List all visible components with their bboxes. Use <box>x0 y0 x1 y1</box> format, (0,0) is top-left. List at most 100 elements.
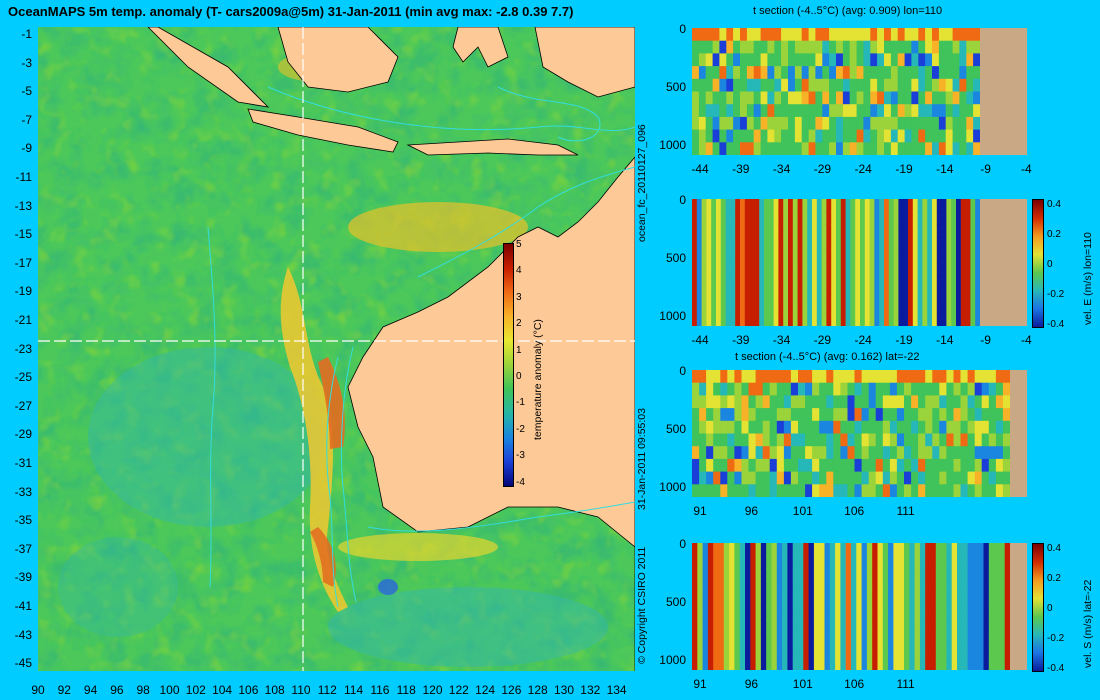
lat-tick-label: -41 <box>14 599 32 613</box>
panel-2-colorbar-tick: 0.4 <box>1047 199 1061 210</box>
map-colorbar <box>503 243 514 487</box>
lon-tick-label: 108 <box>264 683 285 697</box>
temperature-anomaly-map <box>38 27 635 671</box>
panel-3-title: t section (-4..5°C) (avg: 0.162) lat=-22 <box>735 351 920 363</box>
lon-tick-label: 92 <box>57 683 71 697</box>
map-colorbar-label: temperature anomaly (°C) <box>532 319 544 440</box>
lon-tick-label: 106 <box>238 683 259 697</box>
lon-tick-label: 122 <box>448 683 469 697</box>
panel-3-depth-tick: 1000 <box>659 480 686 494</box>
lat-tick-label: -3 <box>21 55 32 70</box>
lat-tick-label: -43 <box>14 627 32 642</box>
australia-landmass <box>347 156 635 671</box>
map-colorbar-tick: 0 <box>516 371 522 382</box>
panel-2-colorbar-tick: 0.2 <box>1047 229 1061 240</box>
panel-3-depth-tick: 500 <box>665 422 686 436</box>
panel-4-colorbar-tick: 0 <box>1047 603 1053 614</box>
map-title: OceanMAPS 5m temp. anomaly (T- cars2009a… <box>8 4 574 19</box>
map-colorbar-tick: 3 <box>516 291 522 303</box>
lat-tick-label: -1 <box>21 27 32 41</box>
lon-tick-label: 116 <box>370 683 390 697</box>
lon-tick-label: 98 <box>136 683 150 697</box>
lon-tick-label: 120 <box>422 683 443 697</box>
panel-2-colorbar-tick: 0 <box>1047 259 1053 270</box>
panel-2-depth-tick: 1000 <box>659 309 686 323</box>
panel-4-x-tick: 96 <box>744 677 759 691</box>
lat-tick-label: -25 <box>14 370 32 385</box>
lat-tick-label: -27 <box>14 398 32 413</box>
map-colorbar-tick: 2 <box>516 318 522 330</box>
panel-4-x-tick: 111 <box>896 677 915 691</box>
panel-3-x-tick: 101 <box>792 504 813 518</box>
velocity-east-colorbar-label: vel. E (m/s) lon=110 <box>1082 232 1094 325</box>
lat-tick-label: -37 <box>14 541 32 556</box>
panel-1-title: t section (-4..5°C) (avg: 0.909) lon=110 <box>753 5 943 17</box>
lon-tick-label: 96 <box>110 683 124 697</box>
velocity-east-colorbar <box>1032 199 1044 328</box>
panel-4-x-tick: 106 <box>844 677 865 691</box>
lon-tick-label: 124 <box>475 683 496 697</box>
lat-tick-label: -15 <box>14 227 32 242</box>
panel-1-x-tick: -34 <box>772 162 791 176</box>
panel-3-depth-tick: 0 <box>679 364 686 378</box>
lat-tick-label: -31 <box>14 456 32 470</box>
panel-4-colorbar-tick: -0.2 <box>1047 633 1065 644</box>
panel-1-x-tick: -29 <box>813 162 832 176</box>
map-colorbar-tick: -1 <box>516 397 525 409</box>
panel-3-x-tick: 106 <box>844 504 865 518</box>
panel-1-x-tick: -39 <box>732 162 750 176</box>
lat-tick-label: -23 <box>14 341 32 356</box>
panel-4-depth-tick: 0 <box>679 537 686 551</box>
lon-tick-label: 104 <box>212 683 233 697</box>
panel-2-depth-tick: 500 <box>665 251 686 265</box>
lon-tick-label: 90 <box>31 683 45 697</box>
forecast-id-label: ocean_fc_20110127_096 <box>636 124 648 242</box>
panel-2-x-tick: -9 <box>980 333 991 347</box>
lat-tick-label: -35 <box>14 513 32 528</box>
panel-2-colorbar-tick: -0.4 <box>1047 319 1065 330</box>
map-colorbar-tick: 5 <box>516 239 522 250</box>
panel-1-depth-tick: 1000 <box>659 138 686 152</box>
lat-tick-label: -9 <box>21 141 32 156</box>
panel-2-x-tick: -14 <box>936 333 954 347</box>
panel-3-x-tick: 91 <box>693 504 707 518</box>
lat-tick-label: -13 <box>14 198 32 213</box>
panel-3-x-tick: 96 <box>744 504 759 518</box>
map-colorbar-tick: 1 <box>516 344 522 356</box>
panel-3-x-tick: 111 <box>896 504 915 518</box>
panel-2-x-tick: -29 <box>813 333 832 347</box>
panel-4-colorbar-tick: 0.4 <box>1047 543 1061 554</box>
lat-tick-label: -29 <box>14 427 32 442</box>
panel-1-x-tick: -4 <box>1021 162 1032 176</box>
lat-tick-label: -21 <box>14 313 32 327</box>
panel-4-x-tick: 101 <box>792 677 813 691</box>
panel-1-depth-tick: 0 <box>679 22 686 36</box>
panel-1-depth-tick: 500 <box>665 80 686 94</box>
velocity-south-section-lat-22 <box>692 543 1027 670</box>
panel-2-x-tick: -24 <box>854 333 872 347</box>
timestamp-label: 31-Jan-2011 09:55:03 <box>636 408 648 510</box>
panel-2-x-tick: -39 <box>732 333 750 347</box>
panel-4-x-tick: 91 <box>693 677 707 691</box>
map-colorbar-tick: -3 <box>516 450 525 462</box>
panel-2-colorbar-tick: -0.2 <box>1047 289 1065 300</box>
panel-2-x-tick: -34 <box>772 333 791 347</box>
lon-tick-label: 110 <box>291 683 311 697</box>
lat-tick-label: -19 <box>14 284 32 299</box>
panel-4-depth-tick: 500 <box>665 595 686 609</box>
lon-tick-label: 112 <box>317 683 337 697</box>
lon-tick-label: 128 <box>527 683 548 697</box>
panel-2-x-tick: -19 <box>895 333 913 347</box>
panel-1-x-tick: -9 <box>980 162 991 176</box>
lon-tick-label: 130 <box>553 683 575 697</box>
lat-tick-label: -17 <box>14 255 32 270</box>
panel-1-x-tick: -19 <box>895 162 913 176</box>
copyright-label: © Copyright CSIRO 2011 <box>636 546 648 664</box>
panel-2-x-tick: -4 <box>1021 333 1032 347</box>
map-colorbar-tick: -4 <box>516 476 525 488</box>
velocity-south-colorbar <box>1032 543 1044 672</box>
panel-4-colorbar-tick: 0.2 <box>1047 573 1061 584</box>
lat-tick-label: -33 <box>14 484 32 499</box>
panel-1-x-tick: -14 <box>936 162 954 176</box>
lon-tick-label: 94 <box>83 683 98 697</box>
